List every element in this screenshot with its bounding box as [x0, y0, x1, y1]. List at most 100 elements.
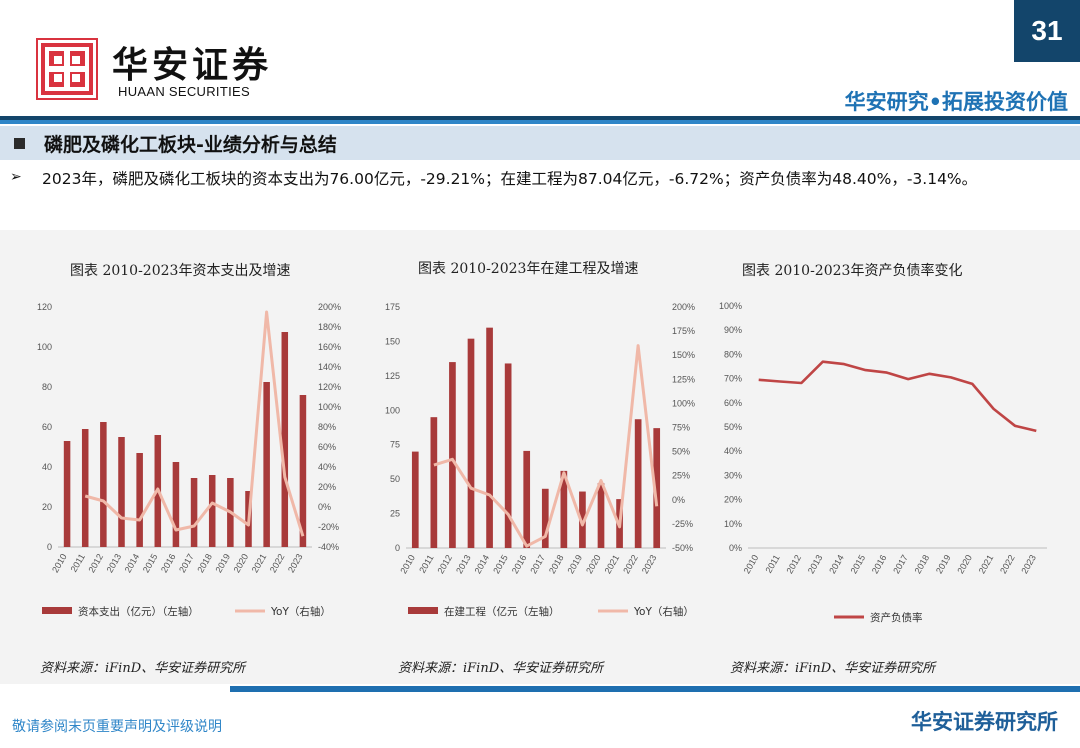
- page-number: 31: [1014, 0, 1080, 62]
- bar: [299, 395, 307, 547]
- y-axis-tick-label: 20: [42, 502, 52, 512]
- x-axis-tick-label: 2011: [763, 553, 781, 575]
- y2-axis-tick-label: 25%: [672, 471, 690, 481]
- disclaimer-link[interactable]: 敬请参阅末页重要声明及评级说明: [12, 719, 222, 735]
- y-axis-tick-label: 80: [42, 382, 52, 392]
- y2-axis-tick-label: 150%: [672, 350, 695, 360]
- y2-axis-tick-label: 0%: [318, 502, 331, 512]
- series-line-1: [84, 310, 305, 537]
- y-axis-tick-label: 90%: [724, 325, 742, 335]
- y2-axis-tick-label: 200%: [318, 302, 341, 312]
- bar: [63, 441, 71, 547]
- y2-axis-tick-label: 20%: [318, 482, 336, 492]
- x-axis-tick-label: 2017: [891, 553, 910, 575]
- y-axis-tick-label: 0: [395, 543, 400, 553]
- bar: [172, 462, 180, 547]
- x-axis-tick-label: 2016: [510, 553, 529, 575]
- header-divider: [0, 116, 1080, 120]
- x-axis-tick-label: 2023: [640, 553, 659, 575]
- x-axis-tick-label: 2021: [977, 553, 996, 575]
- y2-axis-tick-label: 125%: [672, 374, 695, 384]
- bar: [190, 478, 198, 547]
- bar: [486, 327, 493, 548]
- x-axis-tick-label: 2020: [232, 552, 251, 574]
- y-axis-tick-label: 50%: [724, 422, 742, 432]
- y-axis-tick-label: 40%: [724, 446, 742, 456]
- y2-axis-tick-label: 0%: [672, 495, 685, 505]
- bar: [263, 382, 270, 547]
- x-axis-tick-label: 2022: [998, 553, 1017, 575]
- x-axis-tick-label: 2012: [86, 552, 105, 574]
- legend-label: 资产负债率: [870, 611, 923, 624]
- y-axis-tick-label: 120: [37, 302, 52, 312]
- logo-english-name: HUAAN SECURITIES: [118, 84, 250, 99]
- bar: [430, 417, 438, 548]
- capex-chart: 0 20 40 60 80 100 120 -40% -20% 0% 20% 40% 60% 80% 100…: [37, 302, 341, 618]
- x-axis-tick-label: 2013: [105, 552, 124, 574]
- x-axis-tick-label: 2014: [473, 553, 492, 575]
- x-axis-tick-label: 2012: [435, 553, 454, 575]
- y-axis-tick-label: 60: [42, 422, 52, 432]
- x-axis-tick-label: 2014: [123, 552, 142, 574]
- debt-ratio-chart: 0%10%20%30%40%50%60%70%80%90%100%2010 201…: [719, 301, 1047, 624]
- summary-bullet-text: 2023年，磷肥及磷化工板块的资本支出为76.00亿元，-29.21%；在建工程…: [42, 170, 978, 188]
- y2-axis-tick-label: 80%: [318, 422, 336, 432]
- y-axis-tick-label: 100%: [719, 301, 742, 311]
- y-axis-tick-label: 30%: [724, 470, 742, 480]
- y-axis-tick-label: 75: [390, 440, 400, 450]
- y-axis-tick-label: 60%: [724, 398, 742, 408]
- x-axis-tick-label: 2013: [806, 553, 825, 575]
- charts-panel: [0, 230, 1080, 684]
- source-note-debt-ratio: 资料来源：iFinD、华安证券研究所: [730, 661, 936, 676]
- bar: [467, 338, 475, 548]
- x-axis-tick-label: 2016: [159, 552, 178, 574]
- series-line-1: [433, 344, 659, 548]
- section-header: 磷肥及磷化工板块-业绩分析与总结: [0, 126, 1080, 160]
- section-square-icon: [14, 138, 25, 149]
- bar: [100, 422, 107, 547]
- legend-label: YoY（右轴）: [270, 605, 331, 618]
- x-axis-tick-label: 2010: [50, 552, 69, 574]
- cip-chart: 0 25 50 75 100 125 150 175 -50% -25% 0% 25% 50% 75% 10…: [385, 302, 695, 618]
- x-axis-tick-label: 2018: [547, 553, 566, 575]
- source-note-cip: 资料来源：iFinD、华安证券研究所: [398, 661, 604, 676]
- bar: [579, 491, 586, 548]
- footer-divider: [230, 686, 1080, 692]
- x-axis-tick-label: 2018: [195, 552, 214, 574]
- chart-title-capex: 图表 2010-2023年资本支出及增速: [70, 263, 291, 279]
- x-axis-tick-label: 2015: [141, 552, 160, 574]
- bullet-arrow-icon: ➢: [10, 169, 22, 185]
- x-axis-tick-label: 2012: [784, 553, 803, 575]
- legend-swatch-bar: [42, 607, 72, 614]
- x-axis-tick-label: 2021: [603, 553, 622, 575]
- bar: [504, 363, 512, 548]
- x-axis-tick-label: 2022: [621, 553, 640, 575]
- bar: [136, 453, 143, 547]
- y-axis-tick-label: 175: [385, 302, 400, 312]
- x-axis-tick-label: 2013: [454, 553, 473, 575]
- x-axis-tick-label: 2020: [584, 553, 603, 575]
- x-axis-tick-label: 2022: [268, 552, 287, 574]
- bar: [653, 428, 661, 548]
- x-axis-tick-label: 2020: [955, 553, 974, 575]
- y2-axis-tick-label: 180%: [318, 322, 341, 332]
- y-axis-tick-label: 25: [390, 509, 400, 519]
- y2-axis-tick-label: 160%: [318, 342, 341, 352]
- y2-axis-tick-label: 75%: [672, 423, 690, 433]
- x-axis-tick-label: 2010: [742, 553, 761, 575]
- x-axis-tick-label: 2015: [849, 553, 868, 575]
- y-axis-tick-label: 70%: [724, 374, 742, 384]
- bar: [560, 470, 568, 548]
- x-axis-tick-label: 2017: [177, 552, 196, 574]
- y-axis-tick-label: 100: [385, 405, 400, 415]
- x-axis-tick-label: 2015: [491, 553, 510, 575]
- y-axis-tick-label: 125: [385, 371, 400, 381]
- x-axis-tick-label: 2021: [250, 552, 269, 574]
- y2-axis-tick-label: 140%: [318, 362, 341, 372]
- bar: [281, 332, 289, 547]
- x-axis-tick-label: 2019: [213, 552, 232, 574]
- bar: [634, 419, 642, 548]
- x-axis-tick-label: 2023: [1019, 553, 1038, 575]
- bar: [597, 483, 605, 548]
- legend-label: 在建工程（亿元（左轴）: [444, 605, 560, 618]
